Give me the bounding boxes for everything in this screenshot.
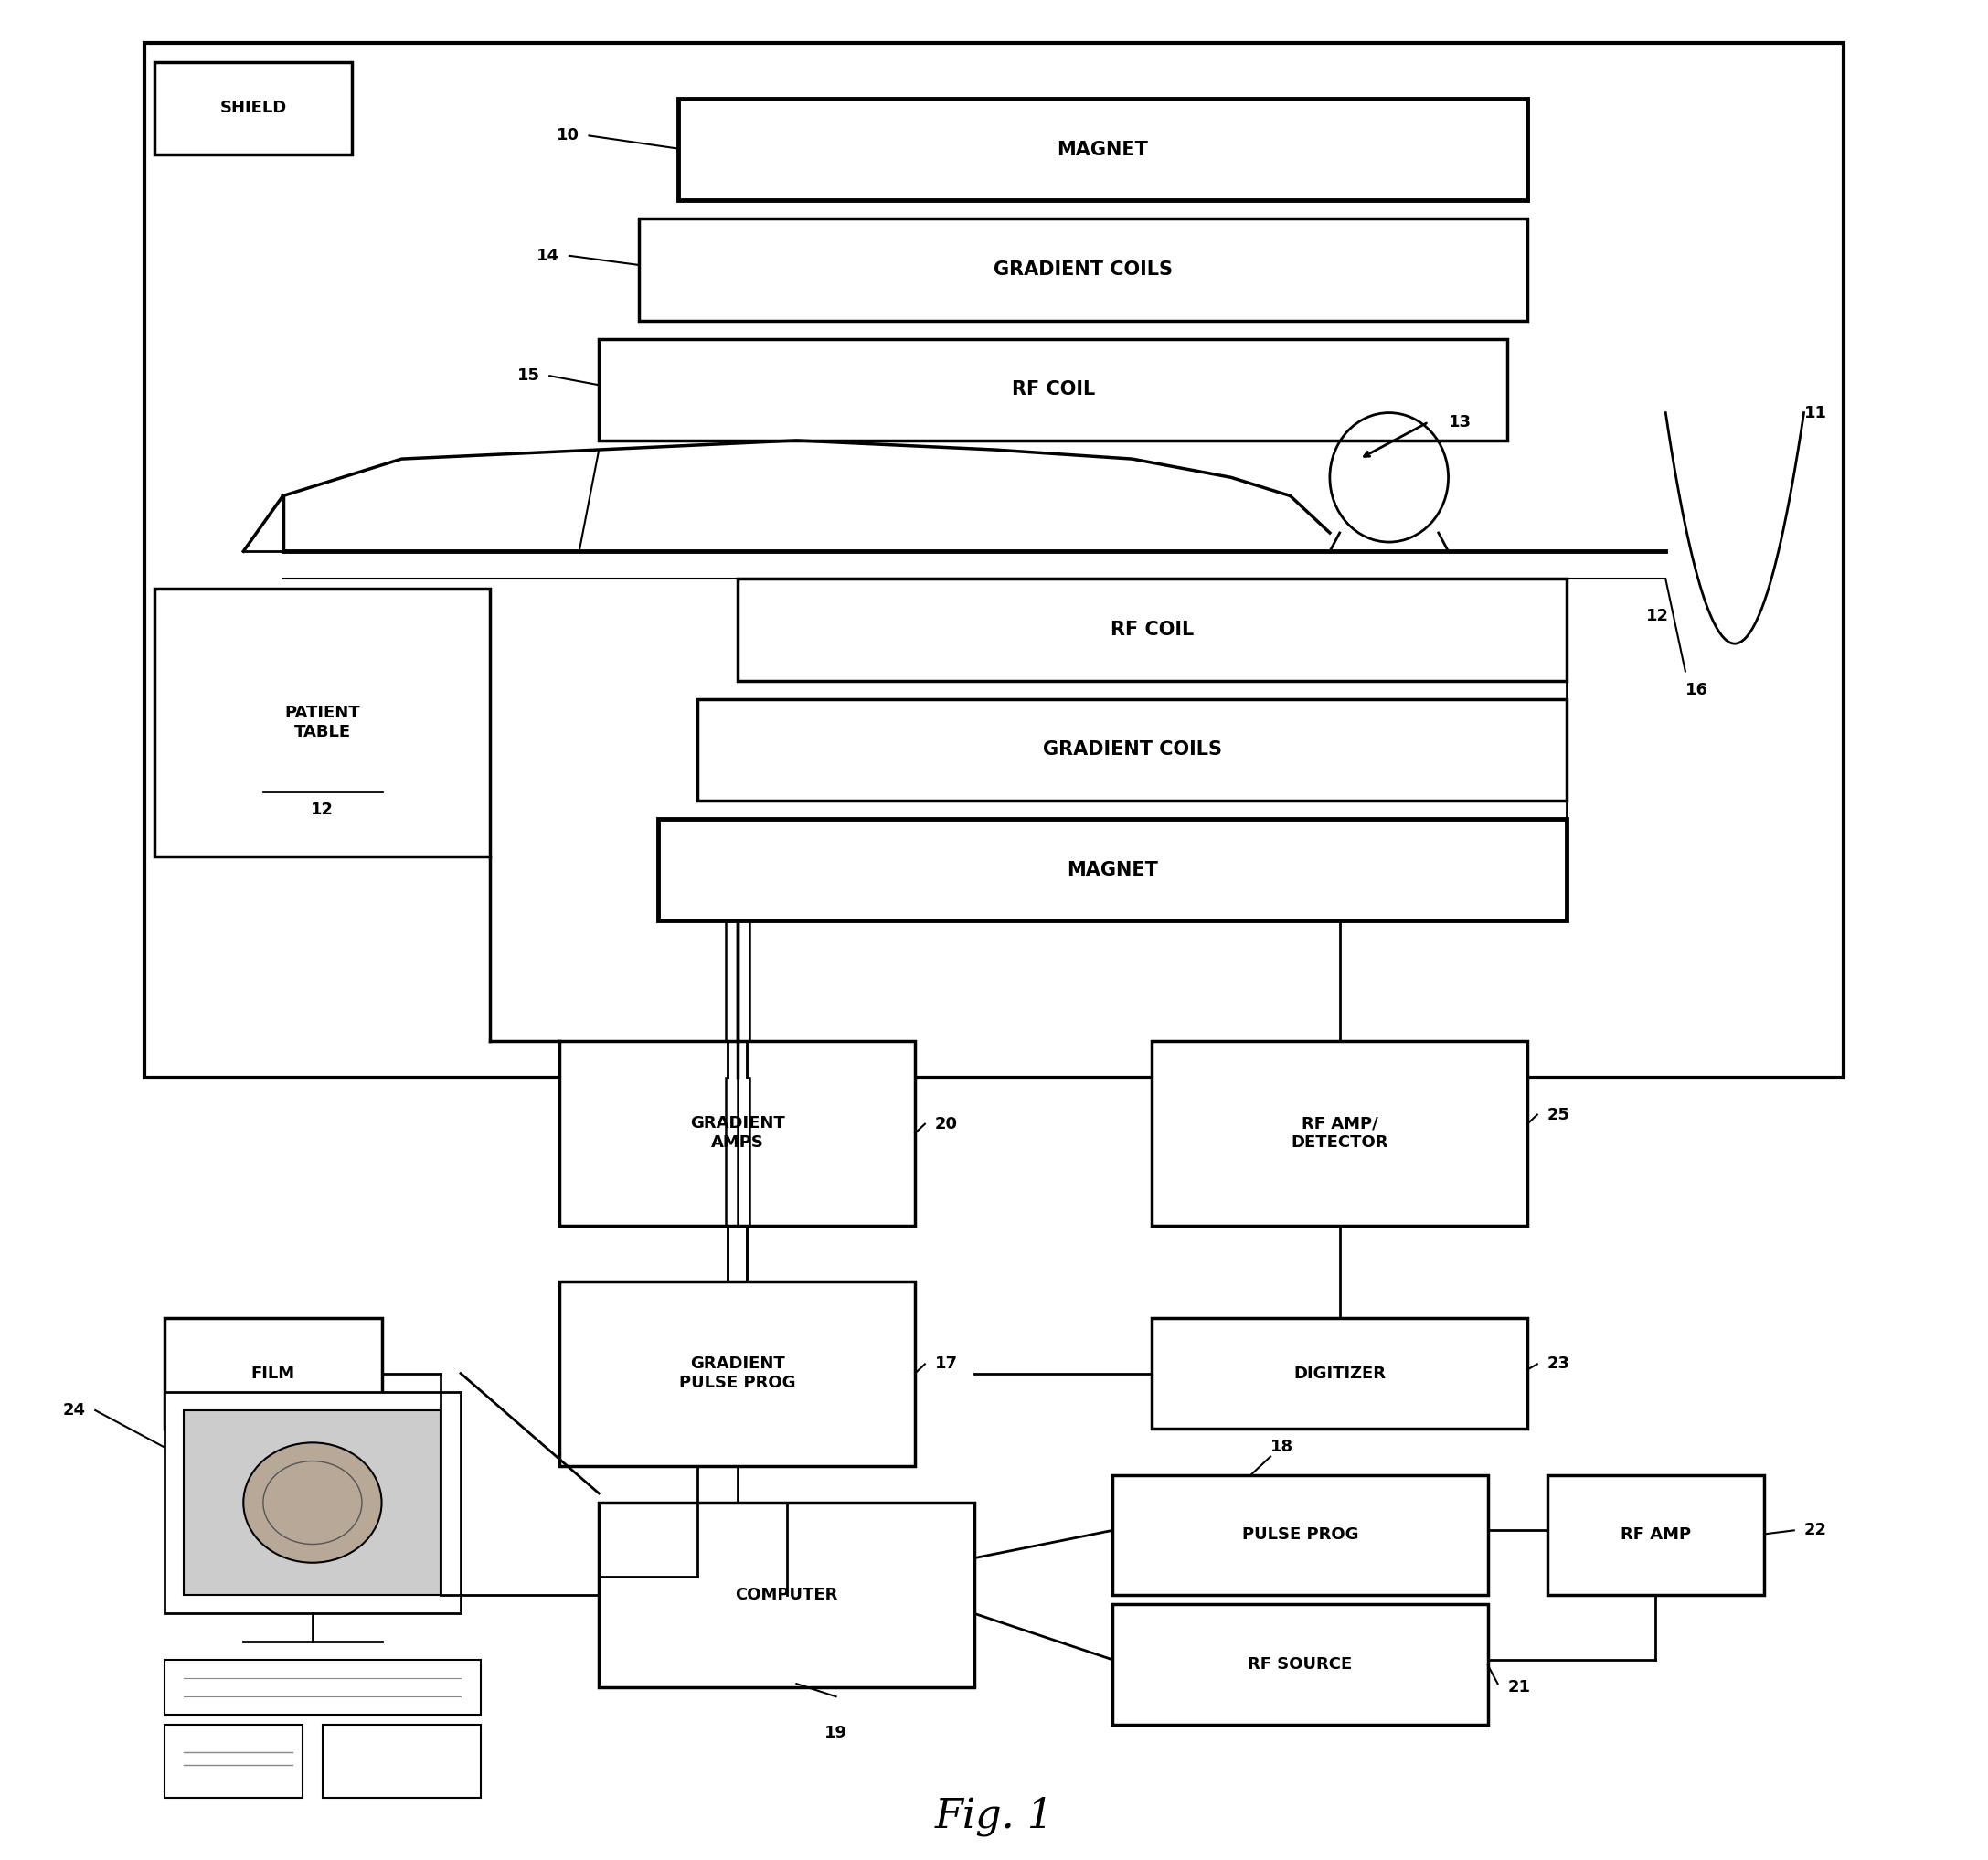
Ellipse shape	[243, 1443, 382, 1562]
Bar	[165, 1319, 382, 1428]
Text: 14: 14	[537, 247, 559, 264]
Text: 12: 12	[1646, 608, 1668, 625]
Bar	[1113, 1605, 1487, 1724]
Bar	[1113, 1475, 1487, 1596]
Bar	[559, 1282, 914, 1466]
Text: COMPUTER: COMPUTER	[736, 1587, 839, 1603]
Text: MAGNET: MAGNET	[1058, 140, 1149, 158]
Bar	[738, 578, 1567, 681]
Text: FILM: FILM	[250, 1365, 294, 1382]
Bar	[185, 1410, 441, 1596]
Text: 23: 23	[1547, 1356, 1571, 1373]
Text: Fig. 1: Fig. 1	[934, 1797, 1054, 1836]
Text: 18: 18	[1270, 1440, 1294, 1456]
Bar	[155, 588, 491, 856]
Text: 20: 20	[934, 1116, 958, 1133]
Text: PULSE PROG: PULSE PROG	[1242, 1527, 1358, 1544]
Bar	[638, 219, 1527, 320]
Text: DIGITIZER: DIGITIZER	[1294, 1365, 1386, 1382]
Bar	[155, 61, 352, 154]
Bar	[165, 1724, 302, 1799]
Text: 11: 11	[1803, 404, 1827, 420]
Text: 22: 22	[1803, 1521, 1827, 1538]
Text: MAGNET: MAGNET	[1068, 861, 1159, 880]
Bar	[165, 1391, 461, 1613]
Text: RF AMP: RF AMP	[1620, 1527, 1692, 1544]
Text: PATIENT
TABLE: PATIENT TABLE	[284, 705, 360, 740]
Text: GRADIENT
AMPS: GRADIENT AMPS	[690, 1116, 785, 1151]
Bar	[322, 1724, 481, 1799]
Text: 25: 25	[1547, 1107, 1571, 1123]
Text: 24: 24	[62, 1402, 85, 1419]
Bar	[598, 339, 1507, 441]
Text: 19: 19	[825, 1724, 847, 1741]
Text: 10: 10	[557, 128, 579, 143]
Text: 17: 17	[934, 1356, 958, 1373]
Text: 12: 12	[310, 802, 334, 818]
Bar	[165, 1659, 481, 1715]
Text: 15: 15	[517, 368, 539, 383]
Text: RF AMP/
DETECTOR: RF AMP/ DETECTOR	[1290, 1116, 1388, 1151]
Text: GRADIENT COILS: GRADIENT COILS	[994, 260, 1173, 279]
Text: RF COIL: RF COIL	[1111, 621, 1193, 640]
Text: 13: 13	[1449, 413, 1471, 430]
Bar	[145, 43, 1843, 1077]
Text: 16: 16	[1686, 681, 1708, 698]
Bar	[698, 699, 1567, 800]
Bar	[1151, 1319, 1527, 1428]
Text: RF SOURCE: RF SOURCE	[1248, 1655, 1352, 1672]
Text: SHIELD: SHIELD	[221, 100, 286, 115]
Bar	[658, 818, 1567, 921]
Text: 21: 21	[1507, 1680, 1531, 1696]
Bar	[678, 99, 1527, 201]
Bar	[1151, 1042, 1527, 1226]
Text: GRADIENT COILS: GRADIENT COILS	[1042, 740, 1223, 759]
Text: GRADIENT
PULSE PROG: GRADIENT PULSE PROG	[680, 1356, 795, 1391]
Bar	[1547, 1475, 1765, 1596]
Bar	[559, 1042, 914, 1226]
Text: RF COIL: RF COIL	[1012, 381, 1095, 398]
Bar	[598, 1503, 974, 1687]
